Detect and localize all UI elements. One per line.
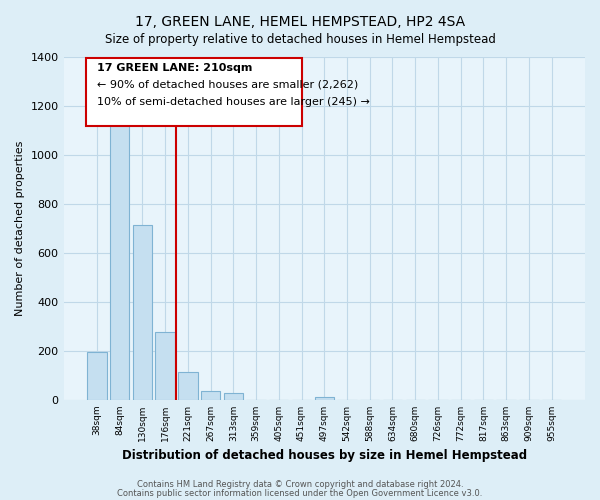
Text: Contains public sector information licensed under the Open Government Licence v3: Contains public sector information licen…	[118, 488, 482, 498]
Bar	[314, 396, 334, 400]
Bar	[155, 332, 175, 400]
Text: ← 90% of detached houses are smaller (2,262): ← 90% of detached houses are smaller (2,…	[97, 80, 358, 90]
Bar	[110, 118, 130, 400]
X-axis label: Distribution of detached houses by size in Hemel Hempstead: Distribution of detached houses by size …	[122, 450, 527, 462]
FancyBboxPatch shape	[86, 58, 302, 126]
Y-axis label: Number of detached properties: Number of detached properties	[15, 140, 25, 316]
Bar	[87, 352, 107, 400]
Text: Size of property relative to detached houses in Hemel Hempstead: Size of property relative to detached ho…	[104, 32, 496, 46]
Bar	[133, 225, 152, 400]
Bar	[201, 390, 220, 400]
Text: 10% of semi-detached houses are larger (245) →: 10% of semi-detached houses are larger (…	[97, 97, 370, 107]
Text: 17, GREEN LANE, HEMEL HEMPSTEAD, HP2 4SA: 17, GREEN LANE, HEMEL HEMPSTEAD, HP2 4SA	[135, 15, 465, 29]
Text: 17 GREEN LANE: 210sqm: 17 GREEN LANE: 210sqm	[97, 62, 252, 72]
Text: Contains HM Land Registry data © Crown copyright and database right 2024.: Contains HM Land Registry data © Crown c…	[137, 480, 463, 489]
Bar	[224, 393, 243, 400]
Bar	[178, 372, 197, 400]
